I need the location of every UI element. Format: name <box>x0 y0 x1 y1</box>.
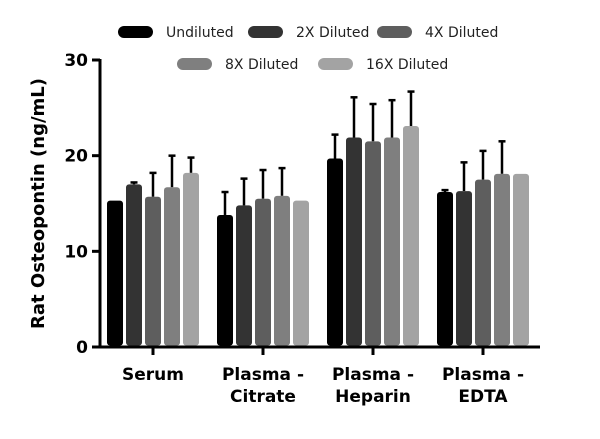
legend-swatch <box>177 58 212 70</box>
y-tick-label: 20 <box>64 147 88 167</box>
bar-8x-diluted <box>274 195 290 346</box>
legend-label: 2X Diluted <box>296 25 369 41</box>
bar-4x-diluted <box>145 196 161 346</box>
category-label: Heparin <box>335 387 411 407</box>
y-axis-label: Rat Osteopontin (ng/mL) <box>28 78 49 329</box>
bar-2x-diluted <box>236 205 252 346</box>
bar-2x-diluted <box>126 184 142 346</box>
legend-swatch <box>377 26 412 38</box>
bar-16x-diluted <box>183 172 199 346</box>
y-tick-label: 30 <box>64 51 88 71</box>
legend-swatch <box>248 26 283 38</box>
category-label: EDTA <box>458 387 508 407</box>
bar-undiluted <box>327 158 343 346</box>
bar-8x-diluted <box>384 137 400 346</box>
bar-8x-diluted <box>494 173 510 346</box>
bar-16x-diluted <box>293 200 309 346</box>
legend-swatch <box>118 26 153 38</box>
legend-swatch <box>318 58 353 70</box>
bar-4x-diluted <box>475 179 491 346</box>
legend-label: 4X Diluted <box>425 25 498 41</box>
bar-16x-diluted <box>513 173 529 346</box>
y-tick-label: 10 <box>64 242 88 262</box>
legend-label: Undiluted <box>166 25 234 41</box>
category-label: Plasma - <box>222 365 304 385</box>
bar-8x-diluted <box>164 187 180 346</box>
legend-label: 16X Diluted <box>366 57 448 73</box>
bar-2x-diluted <box>456 191 472 346</box>
bar-2x-diluted <box>346 137 362 346</box>
bar-undiluted <box>107 200 123 346</box>
y-tick-label: 0 <box>76 338 88 358</box>
bar-undiluted <box>217 214 233 346</box>
legend-label: 8X Diluted <box>225 57 298 73</box>
bar-4x-diluted <box>365 141 381 346</box>
bar-undiluted <box>437 192 453 346</box>
category-label: Serum <box>122 365 184 385</box>
bar-16x-diluted <box>403 126 419 346</box>
category-label: Citrate <box>230 387 296 407</box>
bar-4x-diluted <box>255 198 271 346</box>
category-label: Plasma - <box>332 365 414 385</box>
category-label: Plasma - <box>442 365 524 385</box>
